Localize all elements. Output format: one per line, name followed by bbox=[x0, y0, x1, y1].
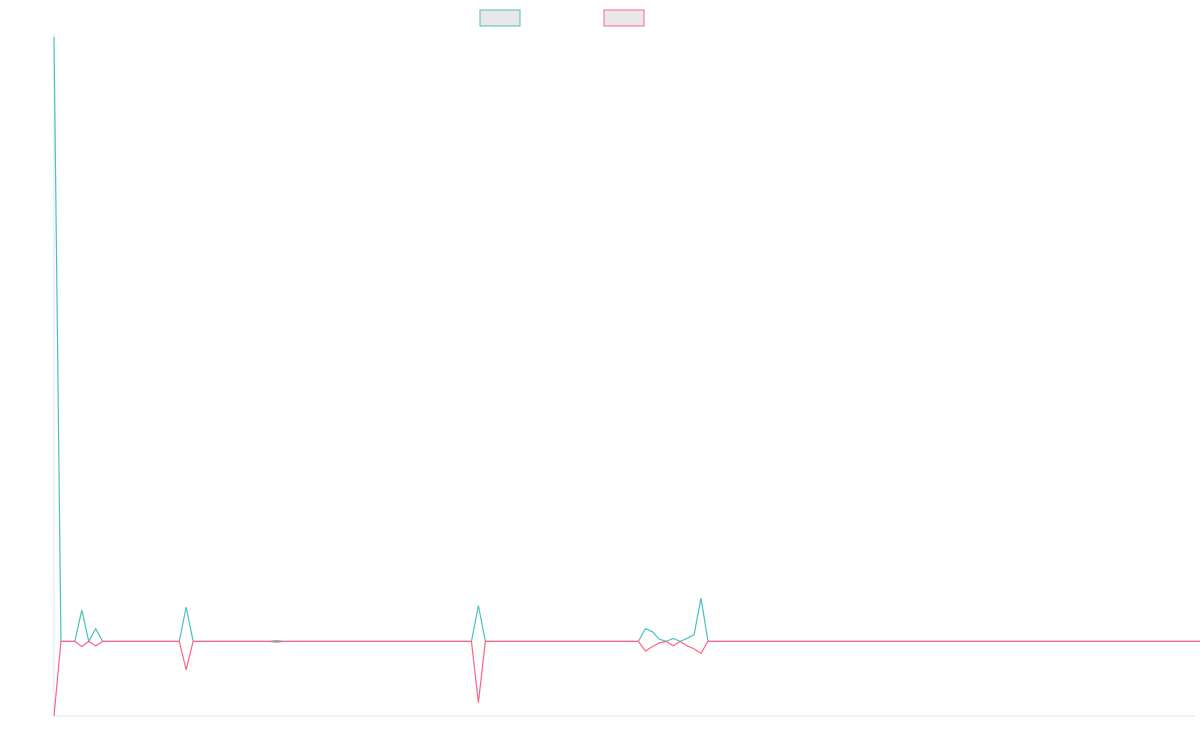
series-layer bbox=[53, 36, 1200, 717]
legend bbox=[479, 9, 645, 27]
axes bbox=[53, 34, 1195, 717]
series-line-1 bbox=[53, 640, 1200, 717]
legend-swatch-0 bbox=[479, 9, 521, 27]
series-line-0 bbox=[53, 36, 1200, 644]
legend-swatch-1 bbox=[603, 9, 645, 27]
